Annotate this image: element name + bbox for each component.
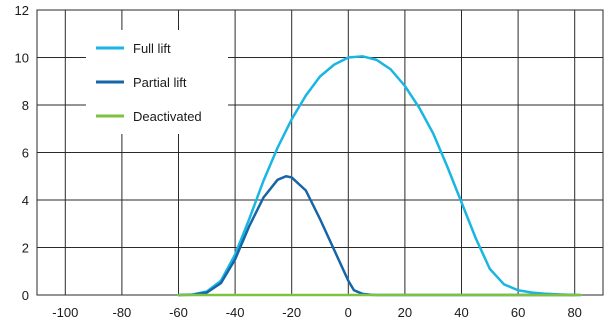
- x-tick-label: -60: [169, 305, 188, 320]
- y-tick-label: 12: [15, 3, 29, 18]
- y-tick-label: 0: [22, 288, 29, 303]
- x-tick-label: -20: [282, 305, 301, 320]
- x-tick-label: 20: [398, 305, 412, 320]
- series-line-full-lift: [177, 55, 582, 297]
- x-tick-label: 80: [567, 305, 581, 320]
- x-tick-label: -40: [226, 305, 245, 320]
- y-tick-label: 8: [22, 98, 29, 113]
- x-tick-label: 0: [345, 305, 352, 320]
- series-line-partial-lift: [177, 175, 576, 297]
- legend-label: Full lift: [133, 41, 171, 56]
- legend-label: Partial lift: [133, 75, 187, 90]
- x-tick-label: -80: [113, 305, 132, 320]
- x-tick-label: 60: [511, 305, 525, 320]
- y-tick-label: 10: [15, 51, 29, 66]
- x-tick-label: 40: [454, 305, 468, 320]
- legend-label: Deactivated: [133, 109, 202, 124]
- y-tick-label: 2: [22, 241, 29, 256]
- x-tick-label: -100: [52, 305, 78, 320]
- y-tick-label: 4: [22, 193, 29, 208]
- y-tick-label: 6: [22, 146, 29, 161]
